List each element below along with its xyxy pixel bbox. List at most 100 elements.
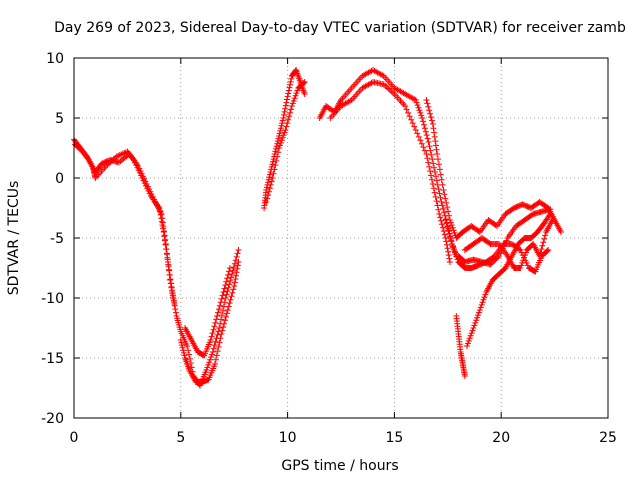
x-tick-label: 15 <box>385 430 403 446</box>
data-point <box>421 125 428 132</box>
data-point <box>218 331 225 337</box>
y-tick-label: -15 <box>41 351 64 367</box>
data-point <box>418 140 425 147</box>
data-point <box>293 90 300 97</box>
data-point <box>234 265 241 272</box>
data-point <box>211 361 218 367</box>
data-point <box>275 135 282 142</box>
data-point <box>539 242 546 249</box>
data-point <box>181 352 188 359</box>
data-point <box>438 199 445 205</box>
data-point <box>232 276 239 283</box>
data-point <box>412 97 419 103</box>
data-point <box>214 348 221 355</box>
data-point <box>443 220 450 227</box>
data-point <box>162 236 169 243</box>
series-track-12 <box>453 313 468 379</box>
data-point <box>184 343 191 349</box>
data-point <box>143 181 150 187</box>
data-point <box>402 103 409 109</box>
data-point <box>209 349 216 355</box>
data-point <box>165 261 172 268</box>
data-point <box>286 113 293 120</box>
data-point <box>216 339 223 346</box>
data-point <box>444 204 451 211</box>
data-point <box>416 107 423 114</box>
y-tick-label: -5 <box>50 231 64 247</box>
data-point <box>445 248 452 255</box>
data-point <box>224 275 231 282</box>
data-point <box>437 214 444 221</box>
data-point <box>277 125 284 132</box>
data-point <box>474 314 481 321</box>
data-point <box>219 307 226 314</box>
data-point <box>208 351 215 358</box>
y-tick-label: 5 <box>55 111 64 127</box>
data-point <box>406 113 413 120</box>
data-point <box>177 337 184 343</box>
data-point <box>265 188 272 195</box>
data-point <box>266 171 273 178</box>
data-point <box>468 330 475 337</box>
data-point <box>469 327 476 334</box>
data-point <box>461 373 468 379</box>
data-point <box>211 342 218 349</box>
data-point <box>218 295 225 302</box>
data-point <box>420 121 427 128</box>
data-point <box>443 238 450 245</box>
data-point <box>447 219 454 226</box>
data-point <box>472 319 479 326</box>
data-point <box>437 194 444 201</box>
data-point <box>268 178 275 185</box>
data-point <box>432 173 439 180</box>
data-point <box>270 170 277 177</box>
data-point <box>212 338 219 345</box>
data-point <box>214 331 221 338</box>
x-tick-label: 10 <box>279 430 297 446</box>
data-point <box>219 327 226 334</box>
data-point <box>168 283 175 290</box>
data-point <box>428 172 435 179</box>
data-point <box>435 161 442 168</box>
data-point <box>429 181 436 187</box>
data-point <box>215 328 222 335</box>
data-point <box>445 227 452 234</box>
data-point <box>440 187 447 193</box>
data-point <box>207 356 214 363</box>
data-point <box>478 301 485 308</box>
data-point <box>265 192 272 199</box>
data-point <box>280 115 287 121</box>
data-point <box>441 191 448 198</box>
data-point <box>233 272 240 279</box>
data-point <box>428 114 435 121</box>
data-point <box>518 262 525 269</box>
data-point <box>170 294 177 301</box>
data-point <box>279 134 286 141</box>
data-point <box>223 278 230 285</box>
data-point <box>279 117 286 124</box>
data-point <box>215 306 222 313</box>
data-point <box>217 299 224 306</box>
data-point <box>178 339 185 346</box>
data-point <box>163 246 170 253</box>
data-point <box>423 151 430 157</box>
data-point <box>475 309 482 316</box>
data-point <box>425 139 432 145</box>
data-point <box>425 103 432 110</box>
data-point <box>538 246 545 253</box>
data-point <box>428 176 435 183</box>
data-point <box>435 186 442 193</box>
data-point <box>264 195 271 202</box>
data-point <box>449 241 456 247</box>
data-point <box>169 290 176 297</box>
data-point <box>233 269 240 276</box>
data-point <box>415 133 422 140</box>
data-point <box>442 217 449 223</box>
data-point <box>431 129 438 136</box>
data-point <box>449 243 456 250</box>
data-point <box>540 239 547 246</box>
data-point <box>547 211 554 217</box>
data-point <box>465 337 472 344</box>
data-point <box>274 153 281 160</box>
data-point <box>524 262 531 269</box>
